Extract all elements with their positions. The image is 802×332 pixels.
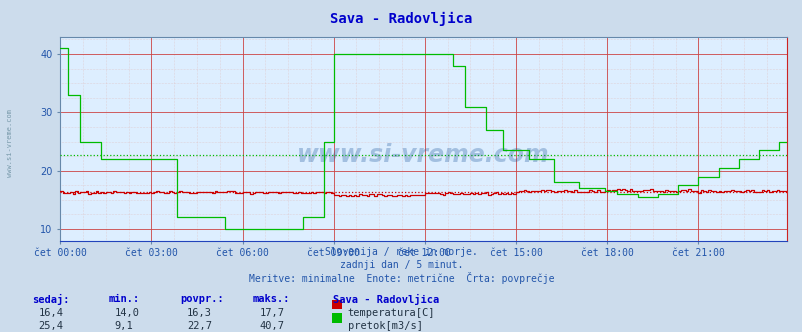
Text: 17,7: 17,7 [259, 308, 284, 318]
Text: Sava - Radovljica: Sava - Radovljica [330, 12, 472, 26]
Text: Meritve: minimalne  Enote: metrične  Črta: povprečje: Meritve: minimalne Enote: metrične Črta:… [249, 272, 553, 284]
Text: pretok[m3/s]: pretok[m3/s] [347, 321, 422, 331]
Text: 14,0: 14,0 [115, 308, 140, 318]
Text: Slovenija / reke in morje.: Slovenija / reke in morje. [325, 247, 477, 257]
Text: 25,4: 25,4 [38, 321, 63, 331]
Text: min.:: min.: [108, 294, 140, 304]
Text: sedaj:: sedaj: [32, 294, 70, 305]
Text: www.si-vreme.com: www.si-vreme.com [297, 143, 549, 167]
Text: 40,7: 40,7 [259, 321, 284, 331]
Text: www.si-vreme.com: www.si-vreme.com [6, 109, 13, 177]
Text: temperatura[C]: temperatura[C] [347, 308, 435, 318]
Text: povpr.:: povpr.: [180, 294, 224, 304]
Text: 16,3: 16,3 [187, 308, 212, 318]
Text: 22,7: 22,7 [187, 321, 212, 331]
Text: Sava - Radovljica: Sava - Radovljica [333, 294, 439, 305]
Text: maks.:: maks.: [253, 294, 290, 304]
Text: 16,4: 16,4 [38, 308, 63, 318]
Text: 9,1: 9,1 [115, 321, 133, 331]
Text: zadnji dan / 5 minut.: zadnji dan / 5 minut. [339, 260, 463, 270]
